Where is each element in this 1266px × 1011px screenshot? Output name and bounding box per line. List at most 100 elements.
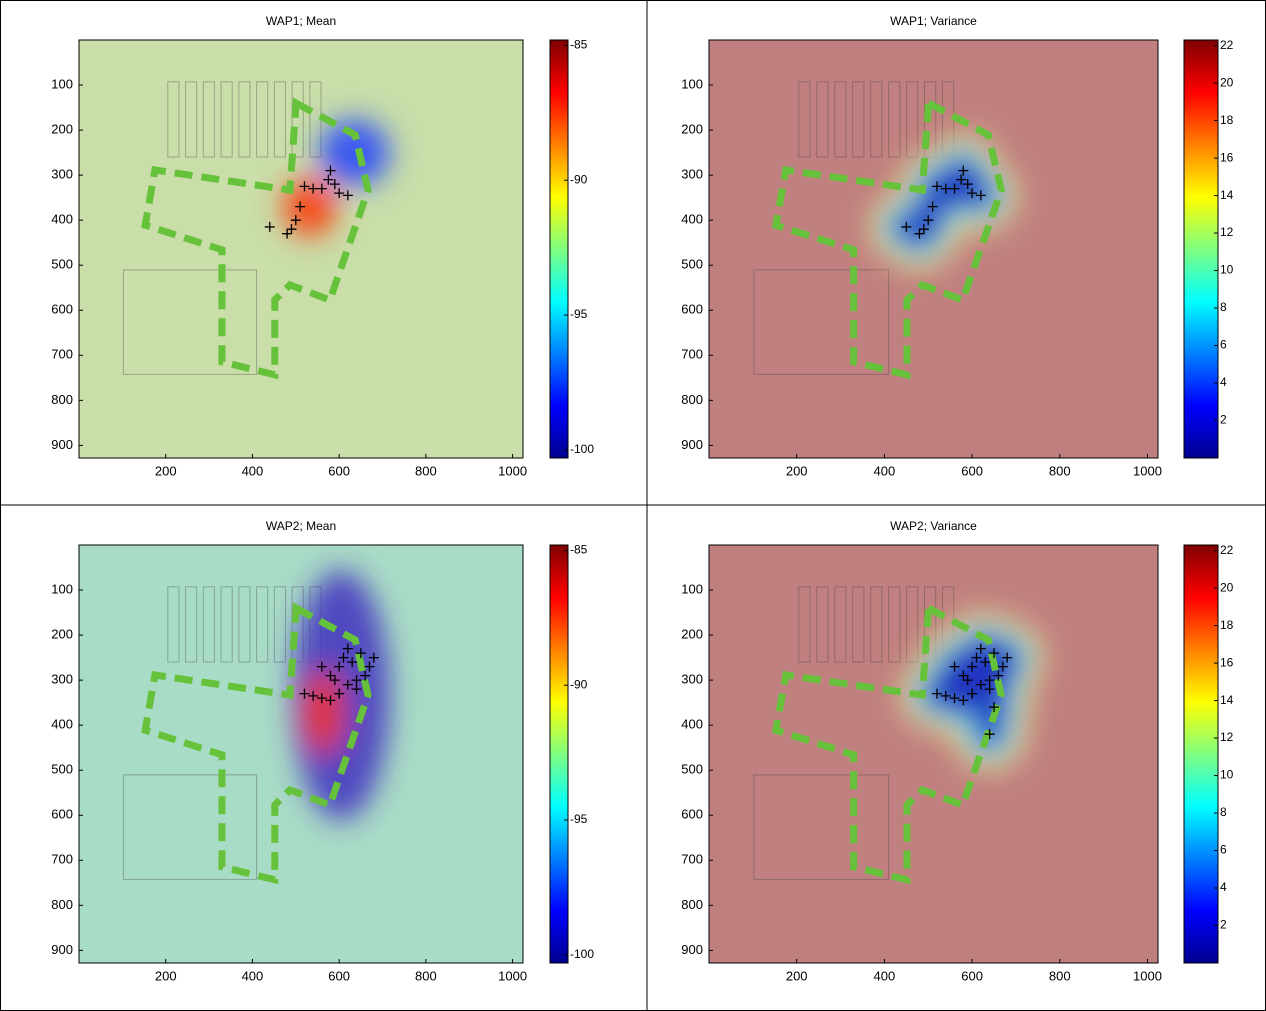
y-tick-label: 900 [51,942,73,957]
x-tick-label: 1000 [1133,463,1162,478]
y-tick-label: 900 [681,942,703,957]
colorbar-tick-label: 16 [1220,655,1234,669]
x-tick-label: 800 [1049,968,1071,983]
colorbar-tick-label: 18 [1220,113,1234,127]
x-tick-label: 1000 [498,463,527,478]
colorbar-tick-label: 6 [1220,338,1227,352]
colorbar-tick-label: 12 [1220,225,1234,239]
colorbar-tick-label: 6 [1220,843,1227,857]
y-tick-label: 400 [51,212,73,227]
y-tick-label: 300 [681,672,703,687]
colorbar-tick-label: 18 [1220,618,1234,632]
panel-title: WAP2; Variance [890,519,977,533]
colorbar-tick-label: 14 [1220,693,1234,707]
x-tick-label: 400 [242,463,264,478]
y-tick-label: 500 [681,762,703,777]
y-tick-label: 600 [51,807,73,822]
y-tick-label: 100 [51,76,73,91]
colorbar-tick-label: -85 [570,543,588,557]
y-tick-label: 600 [681,807,703,822]
y-tick-label: 700 [681,852,703,867]
colorbar-tick-label: -100 [570,442,594,456]
panel: WAP2; Variance 200 400 600 800 1000 100 200 300 4… [681,519,1233,983]
figure: WAP1; Mean 200 400 600 800 1000 100 200 300 400 50… [0,0,1266,1011]
y-tick-label: 400 [681,717,703,732]
heat-blobs [292,570,390,821]
colorbar-tick-label: 4 [1220,880,1227,894]
colorbar-tick-label: 10 [1220,263,1234,277]
colorbar [550,545,568,963]
colorbar-tick-label: -90 [570,677,588,691]
x-tick-label: 600 [328,968,350,983]
x-tick-label: 600 [961,968,983,983]
x-tick-label: 800 [415,463,437,478]
panel-title: WAP1; Variance [890,14,977,28]
colorbar-tick-label: -90 [570,172,588,186]
plot-area [709,545,1158,963]
heat-blob [303,670,343,754]
y-tick-label: 800 [681,897,703,912]
y-tick-label: 300 [681,167,703,182]
plot-area [79,545,523,963]
y-tick-label: 200 [51,122,73,137]
y-tick-label: 100 [51,581,73,596]
y-tick-label: 400 [51,717,73,732]
y-tick-label: 400 [681,212,703,227]
colorbar [550,40,568,458]
panel: WAP1; Mean 200 400 600 800 1000 100 200 300 400 50… [51,14,594,478]
y-tick-label: 300 [51,672,73,687]
y-tick-label: 500 [681,257,703,272]
panel-title: WAP1; Mean [266,14,336,28]
y-tick-label: 900 [681,437,703,452]
y-tick-label: 100 [681,76,703,91]
y-tick-label: 700 [681,347,703,362]
x-tick-label: 400 [242,968,264,983]
colorbar-tick-label: 14 [1220,188,1234,202]
y-tick-label: 800 [51,392,73,407]
x-tick-label: 200 [786,968,808,983]
colorbar-tick-label: 16 [1220,150,1234,164]
colorbar-tick-label: 20 [1220,75,1234,89]
colorbar-tick-label: 8 [1220,300,1227,314]
x-tick-label: 200 [155,463,177,478]
x-tick-label: 1000 [1133,968,1162,983]
y-tick-label: 200 [681,122,703,137]
colorbar-tick-label: -100 [570,947,594,961]
colorbar-tick-label: -95 [570,307,588,321]
x-tick-label: 400 [874,463,896,478]
x-tick-label: 800 [1049,463,1071,478]
y-tick-label: 900 [51,437,73,452]
y-tick-label: 600 [51,302,73,317]
y-tick-label: 700 [51,852,73,867]
x-tick-label: 600 [328,463,350,478]
colorbar-tick-label: 2 [1220,918,1227,932]
panel: WAP1; Variance 200 400 600 800 1000 100 200 300 4… [681,14,1233,478]
y-tick-label: 800 [51,897,73,912]
heat-blob [319,119,390,186]
y-tick-label: 200 [681,627,703,642]
panel: WAP2; Mean200400600800100010020030040050… [51,519,594,983]
colorbar-tick-label: 22 [1220,38,1234,52]
y-tick-label: 500 [51,257,73,272]
x-tick-label: 800 [415,968,437,983]
y-tick-label: 600 [681,302,703,317]
x-tick-label: 600 [961,463,983,478]
y-tick-label: 100 [681,581,703,596]
plot-area [709,40,1158,458]
y-tick-label: 700 [51,347,73,362]
panel-title: WAP2; Mean [266,519,336,533]
y-tick-label: 800 [681,392,703,407]
x-tick-label: 200 [786,463,808,478]
y-tick-label: 200 [51,627,73,642]
colorbar-tick-label: -85 [570,38,588,52]
x-tick-label: 400 [874,968,896,983]
colorbar-tick-label: -95 [570,812,588,826]
colorbar-tick-label: 20 [1220,580,1234,594]
colorbar-tick-label: 10 [1220,768,1234,782]
x-tick-label: 1000 [498,968,527,983]
colorbar [1184,545,1218,963]
colorbar-tick-label: 12 [1220,730,1234,744]
colorbar-tick-label: 22 [1220,543,1234,557]
y-tick-label: 300 [51,167,73,182]
colorbar [1184,40,1218,458]
